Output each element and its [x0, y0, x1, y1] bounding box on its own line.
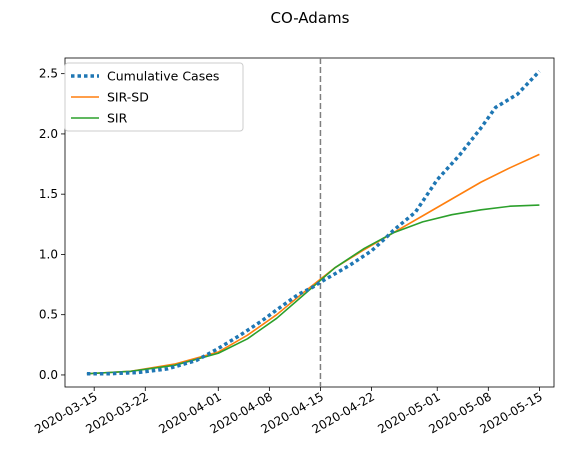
y-tick-label: 2.0	[39, 127, 58, 141]
y-tick-label: 0.5	[39, 308, 58, 322]
legend-box	[64, 62, 244, 132]
axes-frame	[64, 57, 555, 388]
y-tick-label: 1.0	[39, 247, 58, 261]
y-tick-label: 0.0	[39, 368, 58, 382]
chart-title: CO-Adams	[271, 9, 350, 27]
series-line-sir-sd	[86, 153, 540, 375]
y-tick-label: 2.5	[39, 67, 58, 81]
y-tick-label: 1.5	[39, 187, 58, 201]
legend: Cumulative Cases SIR-SD SIR	[64, 62, 244, 132]
legend-label: SIR-SD	[107, 90, 149, 105]
series-line-sir	[86, 204, 540, 375]
legend-label: SIR	[107, 111, 128, 126]
series-line-cumulative-cases	[86, 70, 541, 376]
legend-label: Cumulative Cases	[107, 69, 219, 84]
